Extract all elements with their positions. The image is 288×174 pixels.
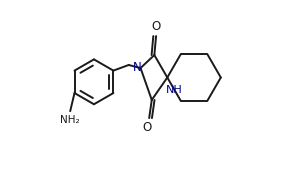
Text: O: O [151, 20, 161, 33]
Text: NH: NH [166, 85, 182, 95]
Text: O: O [143, 121, 152, 134]
Text: N: N [132, 61, 141, 74]
Text: NH₂: NH₂ [60, 115, 79, 125]
